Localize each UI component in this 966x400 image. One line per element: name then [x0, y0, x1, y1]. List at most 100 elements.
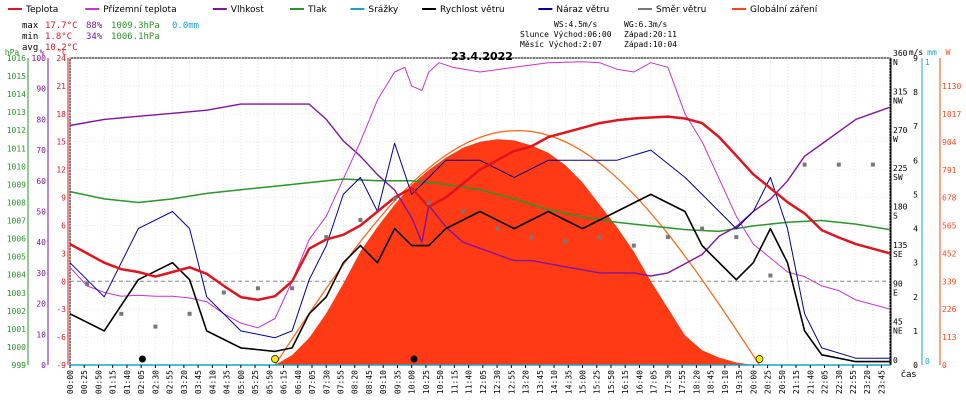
- info-wind-gust: WG:6.3m/s: [624, 20, 668, 29]
- temperature-tick: -6: [56, 333, 66, 342]
- sunrise-marker: [271, 355, 279, 363]
- series-wind-speed: [69, 193, 890, 363]
- radiation-tick: 1130: [942, 82, 961, 91]
- wind-unit: m/s: [909, 48, 924, 57]
- pressure-tick: 1004: [7, 271, 26, 280]
- wind-dir-point-1: [119, 311, 124, 316]
- wind-speed-tick: 1: [913, 327, 918, 336]
- pressure-tick: 1006: [7, 235, 26, 244]
- stat-avg-label: avg: [22, 43, 38, 53]
- wind-dir-tick: 0: [893, 356, 898, 365]
- x-tick-label: 10:25: [422, 370, 431, 394]
- wind-dir-point-9: [392, 196, 397, 201]
- stat-max-rain: 0.0mm: [172, 21, 199, 31]
- temperature-tick: 18: [56, 110, 66, 119]
- wind-dir-point-6: [290, 286, 295, 291]
- pressure-tick: 1014: [7, 90, 26, 99]
- pressure-tick: 1002: [7, 307, 26, 316]
- temperature-tick: 9: [61, 194, 66, 203]
- series-wind-gust: [69, 142, 890, 359]
- x-tick-label: 03:20: [180, 370, 189, 394]
- x-tick-label: 07:30: [322, 370, 331, 394]
- wind-dir-tick-label: N: [893, 58, 898, 67]
- x-tick-label: 17:55: [678, 370, 687, 394]
- wind-dir-point-0: [85, 282, 90, 286]
- pressure-tick: 1016: [7, 54, 26, 63]
- radiation-tick: 678: [942, 194, 957, 203]
- x-tick-label: 09:10: [379, 370, 388, 394]
- chart-title: 23.4.2022: [451, 50, 513, 63]
- x-axis: 00:00 00:25 00:50 01:15 01:40 02:05 02:30 02:55…: [66, 365, 886, 394]
- legend-label-4: Srážky: [368, 5, 399, 15]
- humidity-tick: 0: [41, 361, 46, 370]
- wind-dir-tick: 225: [893, 164, 908, 173]
- x-tick-label: 18:45: [707, 370, 716, 394]
- stat-min-label: min: [22, 32, 38, 42]
- humidity-tick: 40: [36, 238, 46, 247]
- radiation-tick: 452: [942, 249, 957, 258]
- wind-speed-tick: 2: [913, 293, 918, 302]
- wind-dir-tick-label: SE: [893, 250, 903, 259]
- wind-dir-tick: 135: [893, 241, 908, 250]
- wind-dir-tick: 90: [893, 279, 903, 288]
- wind-dir-tick-label: E: [893, 288, 898, 297]
- legend-label-6: Náraz větru: [556, 5, 609, 15]
- wind-dir-point-4: [221, 290, 226, 295]
- x-tick-label: 14:35: [564, 370, 573, 394]
- legend-label-0: Teplota: [25, 5, 58, 15]
- x-tick-label: 12:30: [493, 370, 502, 394]
- left-axes: hPa9991000100110021003100410051006100710…: [5, 48, 69, 370]
- stat-max-label: max: [22, 21, 39, 31]
- pressure-tick: 1009: [7, 180, 26, 189]
- pressure-tick: 1011: [7, 144, 26, 153]
- x-tick-label: 15:00: [579, 370, 588, 394]
- wind-dir-tick-label: S: [893, 212, 898, 221]
- wind-dir-point-17: [665, 235, 670, 240]
- wind-speed-tick: 9: [913, 54, 918, 63]
- x-tick-label: 04:35: [223, 370, 232, 394]
- info-wind-speed: WS:4.5m/s: [554, 20, 598, 29]
- legend-label-1: Přízemní teplota: [103, 5, 176, 15]
- info-sunrise: Slunce Východ:06:00: [520, 30, 612, 39]
- markers: [138, 355, 764, 363]
- x-tick-label: 13:20: [522, 370, 531, 394]
- x-tick-label: 16:15: [621, 370, 630, 394]
- wind-dir-tick: 180: [893, 203, 908, 212]
- x-tick-label: 21:40: [806, 370, 815, 394]
- temperature-tick: -3: [56, 305, 66, 314]
- x-tick-label: 11:40: [465, 370, 474, 394]
- x-tick-label: 22:05: [821, 370, 830, 394]
- x-tick-label: 01:15: [109, 370, 118, 394]
- series-ground-temperature: [69, 61, 891, 329]
- x-tick-label: 21:15: [792, 370, 801, 394]
- wind-speed-tick: 5: [913, 190, 918, 199]
- x-tick-label: 02:05: [137, 370, 146, 394]
- wind-speed-tick: 4: [913, 225, 918, 234]
- wind-dir-point-16: [631, 243, 636, 248]
- wind-dir-tick-label: NW: [893, 96, 903, 105]
- temperature-tick: -9: [56, 361, 66, 370]
- x-tick-label: 20:25: [764, 370, 773, 394]
- wind-dir-point-2: [153, 324, 158, 329]
- x-tick-label: 08:20: [351, 370, 360, 394]
- legend-label-8: Globální záření: [750, 5, 818, 15]
- temperature-tick: 15: [56, 138, 66, 147]
- legend-label-2: Vlhkost: [231, 5, 264, 15]
- wind-dir-tick: 45: [893, 318, 903, 327]
- wind-dir-point-19: [734, 235, 739, 240]
- radiation-tick: 339: [942, 277, 957, 286]
- pressure-unit: hPa: [5, 48, 20, 57]
- x-tick-label: 23:20: [863, 370, 872, 394]
- pressure-tick: 1008: [7, 198, 26, 207]
- x-tick-label: 20:50: [778, 370, 787, 394]
- wind-dir-point-5: [255, 286, 260, 291]
- radiation-tick: 1017: [942, 110, 961, 119]
- x-tick-label: 06:15: [280, 370, 289, 394]
- radiation-unit: W: [946, 48, 951, 57]
- x-tick-label: 22:30: [835, 370, 844, 394]
- x-tick-label: 16:40: [635, 370, 644, 394]
- wind-dir-point-20: [768, 273, 773, 278]
- legend: Teplota Přízemní teplota Vlhkost Tlak Srážky…: [8, 5, 818, 15]
- wind-dir-tick-label: W: [893, 135, 898, 144]
